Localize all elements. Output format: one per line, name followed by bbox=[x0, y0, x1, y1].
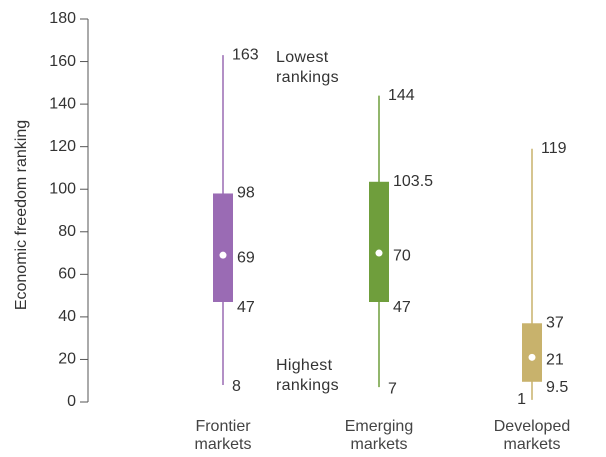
x-tick-label: Frontier markets bbox=[194, 418, 252, 453]
y-tick-label: 80 bbox=[58, 223, 76, 240]
annotation: Highest rankings bbox=[276, 357, 339, 394]
y-tick-label: 160 bbox=[49, 53, 76, 70]
value-label: 103.5 bbox=[393, 173, 433, 190]
value-label: 37 bbox=[546, 314, 564, 331]
y-tick-label: 20 bbox=[58, 351, 76, 368]
value-label: 69 bbox=[237, 249, 255, 266]
median bbox=[219, 251, 227, 259]
value-label: 47 bbox=[393, 299, 411, 316]
value-label: 119 bbox=[541, 140, 567, 157]
median bbox=[375, 249, 383, 257]
y-tick-label: 40 bbox=[58, 308, 76, 325]
box bbox=[213, 193, 233, 302]
value-label: 8 bbox=[232, 378, 241, 395]
value-label: 7 bbox=[388, 380, 397, 397]
x-tick-label: Emerging markets bbox=[344, 418, 414, 453]
box bbox=[369, 181, 389, 302]
value-label: 98 bbox=[237, 185, 255, 202]
value-label: 1 bbox=[517, 391, 526, 408]
y-tick-label: 120 bbox=[49, 138, 76, 155]
y-tick-label: 60 bbox=[58, 266, 76, 283]
y-tick-label: 0 bbox=[67, 393, 76, 410]
x-tick-label: Developed markets bbox=[493, 418, 571, 453]
value-label: 163 bbox=[232, 46, 259, 63]
value-label: 9.5 bbox=[546, 379, 568, 396]
value-label: 21 bbox=[546, 352, 564, 369]
median bbox=[528, 353, 536, 361]
value-label: 70 bbox=[393, 247, 411, 264]
value-label: 144 bbox=[388, 87, 415, 104]
y-tick-label: 100 bbox=[49, 180, 76, 197]
value-label: 47 bbox=[237, 299, 255, 316]
y-axis-label: Economic freedom ranking bbox=[13, 120, 30, 310]
y-tick-label: 140 bbox=[49, 95, 76, 112]
y-tick-label: 180 bbox=[49, 10, 76, 27]
annotation: Lowest rankings bbox=[276, 49, 339, 86]
box bbox=[522, 323, 542, 382]
